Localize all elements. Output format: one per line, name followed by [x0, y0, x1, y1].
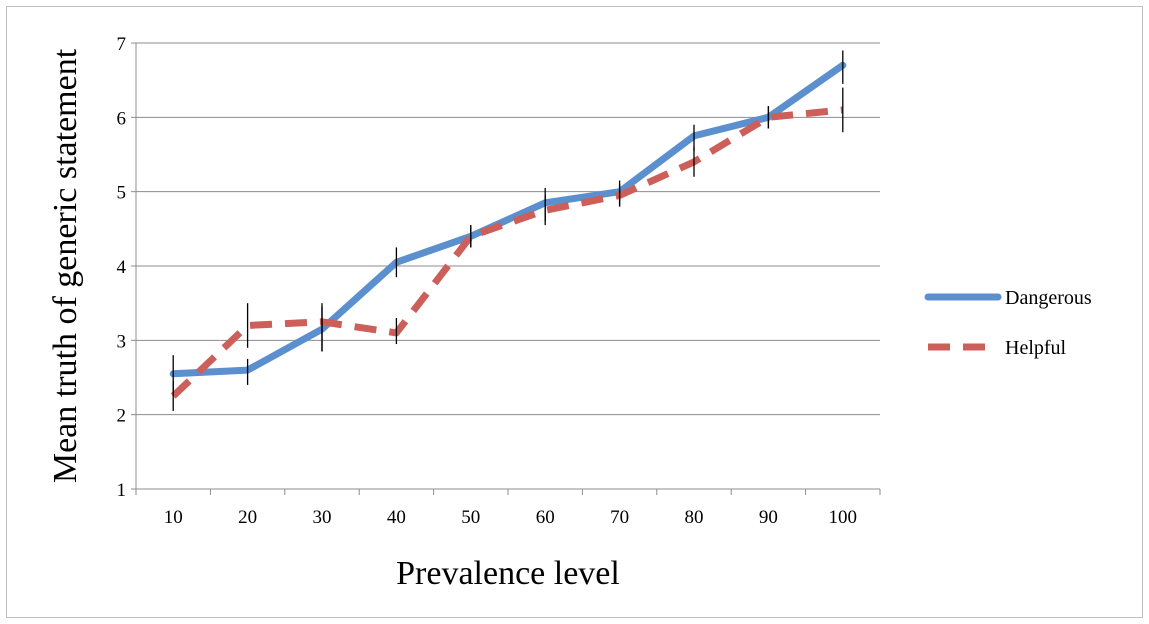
y-tick-label-3: 3: [117, 331, 127, 352]
legend-item-dangerous: Dangerous: [924, 287, 1092, 309]
legend: Dangerous Helpful: [924, 287, 1092, 359]
axes: [131, 42, 881, 495]
x-tick-label-40: 40: [387, 507, 406, 528]
x-tick-label-60: 60: [536, 507, 555, 528]
y-tick-label-4: 4: [117, 257, 127, 278]
x-tick-label-30: 30: [313, 507, 332, 528]
x-tick-label-70: 70: [610, 507, 629, 528]
y-tick-label-5: 5: [117, 183, 127, 204]
series-group: [169, 61, 847, 399]
y-axis-title: Mean truth of generic statement: [47, 48, 84, 483]
gridlines: [136, 42, 880, 416]
y-tick-label-2: 2: [117, 406, 127, 427]
series-line-dangerous: [169, 61, 847, 378]
y-tick-label-6: 6: [117, 108, 127, 129]
x-tick-label-50: 50: [461, 507, 480, 528]
legend-label-helpful: Helpful: [1005, 337, 1067, 359]
x-tick-label-80: 80: [685, 507, 704, 528]
y-tick-label-7: 7: [117, 34, 127, 55]
x-tick-label-100: 100: [829, 507, 858, 528]
legend-label-dangerous: Dangerous: [1005, 287, 1092, 309]
chart-frame: [6, 6, 1143, 618]
legend-item-helpful: Helpful: [928, 337, 1067, 359]
x-tick-label-90: 90: [759, 507, 778, 528]
y-tick-label-1: 1: [117, 480, 127, 501]
error-bars: [172, 50, 844, 411]
x-tick-label-10: 10: [164, 507, 183, 528]
x-axis-title: Prevalence level: [396, 555, 620, 592]
x-tick-label-20: 20: [238, 507, 257, 528]
tick-labels: 1 2 3 4 5 6 7 10 20 30 40 50 60 70 80 90 100: [117, 34, 858, 528]
